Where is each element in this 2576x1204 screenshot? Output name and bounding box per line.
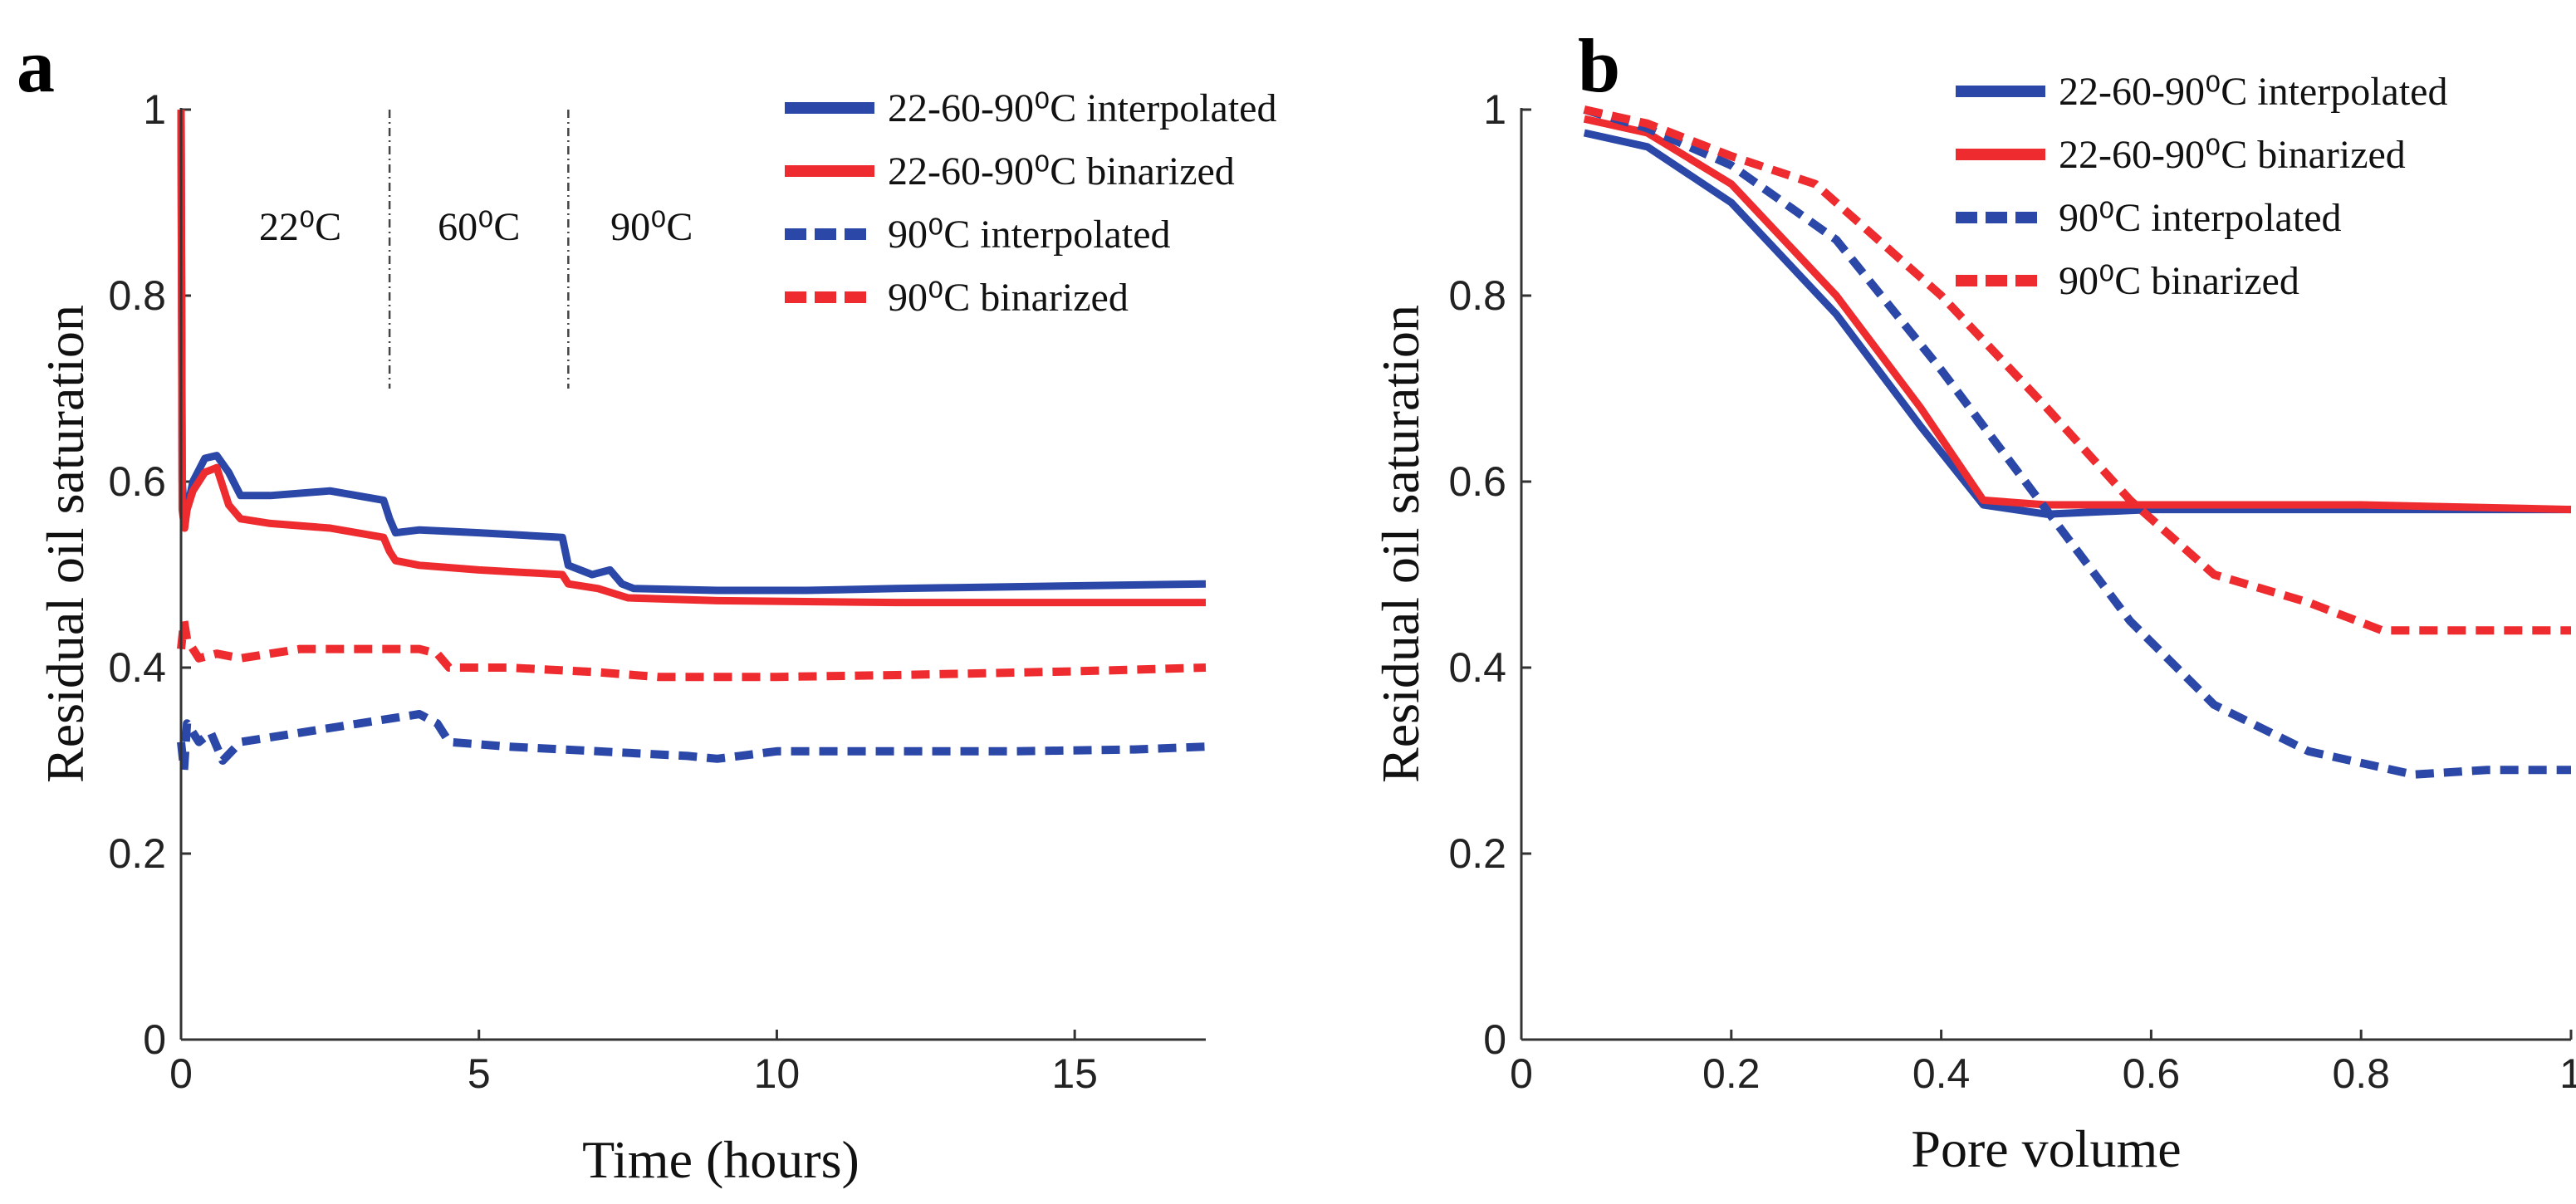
y-tick-label: 0.8	[108, 272, 166, 319]
legend-entry-label: 90⁰C interpolated	[2059, 196, 2342, 240]
legend-b: 22-60-90⁰C interpolated 22-60-90⁰C binari…	[1956, 70, 2447, 303]
x-tick-label: 0.8	[2332, 1050, 2390, 1097]
y-tick-label: 0.6	[108, 458, 166, 505]
temperature-dividers-a	[388, 110, 570, 389]
series-line-90-c-binarized	[1583, 105, 2571, 635]
y-tick-label: 0.2	[108, 830, 166, 877]
y-tick-label: 0.8	[1448, 272, 1506, 319]
legend-entry-label: 22-60-90⁰C binarized	[888, 149, 1235, 193]
legend-a: 22-60-90⁰C interpolated 22-60-90⁰C binari…	[785, 86, 1276, 320]
panel-label-b: b	[1578, 23, 1620, 108]
y-tick-label: 0	[143, 1016, 166, 1063]
series-b	[1583, 105, 2572, 779]
ticks-b: 0 0.2 0.4 0.6 0.8 1 0 0.2 0.4 0.6 0.8 1	[1448, 86, 2576, 1097]
temperature-annotation: 22⁰C	[259, 205, 341, 249]
x-tick-label: 0.6	[2123, 1050, 2181, 1097]
legend-entry-label: 90⁰C binarized	[2059, 259, 2299, 303]
legend-entry-label: 90⁰C interpolated	[888, 213, 1171, 257]
ticks-a: 0 5 10 15 0 0.2 0.4 0.6 0.8 1	[108, 86, 1097, 1097]
x-axis-label-b: Pore volume	[1911, 1119, 2181, 1178]
legend-entry-label: 90⁰C binarized	[888, 276, 1129, 320]
series-line-22-60-90-c-binarized	[177, 109, 1206, 607]
x-tick-label: 0	[169, 1050, 193, 1097]
x-tick-label: 0	[1510, 1050, 1533, 1097]
panel-label-a: a	[17, 23, 55, 108]
x-axis-label-a: Time (hours)	[582, 1130, 859, 1189]
panel-a-residual-oil-vs-time: a Residual oil saturation Time (hours) 0…	[17, 23, 1276, 1189]
x-tick-label: 10	[754, 1050, 801, 1097]
series-line-22-60-90-c-binarized	[1583, 115, 2572, 514]
x-tick-label: 1	[2559, 1050, 2576, 1097]
temperature-annotation: 90⁰C	[610, 205, 693, 249]
y-tick-label: 0.4	[1448, 644, 1506, 691]
x-tick-label: 5	[468, 1050, 491, 1097]
temperature-annotation: 60⁰C	[438, 205, 520, 249]
x-tick-label: 0.2	[1702, 1050, 1761, 1097]
legend-entry-label: 22-60-90⁰C interpolated	[888, 86, 1276, 130]
series-line-90-c-binarized	[177, 617, 1207, 682]
series-line-22-60-90-c-interpolated	[1583, 129, 2571, 518]
legend-entry-label: 22-60-90⁰C binarized	[2059, 133, 2406, 177]
x-tick-label: 0.4	[1912, 1050, 1971, 1097]
temperature-annotations-a: 22⁰C 60⁰C 90⁰C	[259, 205, 693, 249]
y-tick-label: 1	[143, 86, 166, 133]
x-tick-label: 15	[1051, 1050, 1098, 1097]
series-a	[177, 109, 1207, 775]
y-axis-label-a: Residual oil saturation	[36, 305, 95, 783]
y-tick-label: 0.6	[1448, 458, 1506, 505]
y-tick-label: 1	[1483, 86, 1506, 133]
y-tick-label: 0.4	[108, 644, 166, 691]
axes-a	[179, 108, 1206, 1041]
axes-b	[1520, 108, 2571, 1041]
series-line-90-c-interpolated	[1583, 105, 2571, 779]
series-line-90-c-interpolated	[177, 710, 1207, 775]
legend-entry-label: 22-60-90⁰C interpolated	[2059, 70, 2447, 114]
y-axis-label-b: Residual oil saturation	[1371, 305, 1430, 783]
y-tick-label: 0.2	[1448, 830, 1506, 877]
y-tick-label: 0	[1483, 1016, 1506, 1063]
series-line-22-60-90-c-interpolated	[177, 109, 1207, 595]
